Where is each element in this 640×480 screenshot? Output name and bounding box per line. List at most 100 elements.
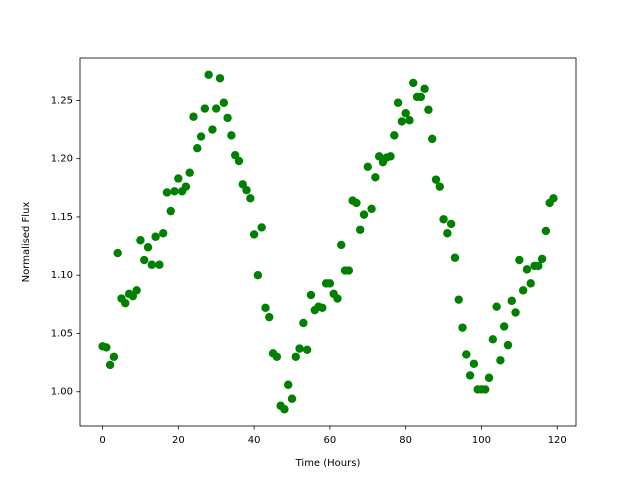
point <box>481 385 490 394</box>
point <box>401 109 410 118</box>
point <box>284 380 293 389</box>
point <box>439 215 448 224</box>
x-tick-label: 20 <box>172 435 185 446</box>
point <box>257 223 266 232</box>
point <box>162 188 172 197</box>
point <box>219 98 228 107</box>
point <box>446 219 456 229</box>
point <box>227 131 236 140</box>
point <box>196 132 206 141</box>
point <box>280 405 289 414</box>
point <box>215 74 225 83</box>
point <box>507 296 516 306</box>
point <box>484 373 494 382</box>
point <box>333 294 342 303</box>
point <box>462 350 471 359</box>
point <box>132 286 141 295</box>
point <box>204 70 213 79</box>
point <box>371 173 380 182</box>
point <box>541 226 551 236</box>
point <box>249 230 259 239</box>
point <box>306 290 316 300</box>
point <box>549 194 558 203</box>
x-tick-label: 120 <box>548 435 567 446</box>
point <box>488 335 498 344</box>
point <box>299 318 308 328</box>
y-tick-label: 1.20 <box>51 154 73 165</box>
point <box>435 182 444 191</box>
point <box>397 117 407 126</box>
point <box>102 343 111 352</box>
x-axis-label: Time (Hours) <box>295 458 361 469</box>
point <box>526 279 535 288</box>
x-tick-label: 60 <box>324 435 337 446</box>
point <box>337 240 346 250</box>
point <box>537 254 547 264</box>
y-tick-label: 1.25 <box>51 95 73 106</box>
point <box>246 194 255 203</box>
point <box>287 394 297 403</box>
point <box>147 260 157 269</box>
point <box>113 248 122 258</box>
point <box>208 125 217 134</box>
point <box>166 206 175 216</box>
point <box>496 356 505 365</box>
x-tick-label: 0 <box>99 435 105 446</box>
point <box>121 298 130 308</box>
point <box>253 271 263 280</box>
point <box>272 352 282 361</box>
point <box>450 253 460 262</box>
point <box>325 279 335 288</box>
point <box>109 352 119 361</box>
point <box>185 168 194 177</box>
point <box>420 84 429 93</box>
plot-frame <box>79 57 577 427</box>
point <box>155 260 164 269</box>
point <box>405 116 414 125</box>
point <box>363 162 372 172</box>
x-tick-label: 40 <box>248 435 261 446</box>
point <box>390 131 399 140</box>
y-axis-label: Normalised Flux <box>21 202 32 283</box>
point <box>318 303 327 313</box>
point <box>302 345 312 354</box>
point <box>416 92 426 102</box>
point <box>465 371 475 380</box>
x-tick-label: 80 <box>399 435 412 446</box>
point <box>359 210 369 219</box>
point <box>424 105 433 114</box>
point <box>393 98 403 107</box>
point <box>140 255 149 265</box>
point <box>223 113 232 123</box>
point <box>518 286 528 295</box>
point <box>181 182 191 191</box>
point <box>367 204 376 213</box>
point <box>458 323 467 332</box>
point <box>515 255 524 265</box>
point <box>200 104 210 113</box>
point <box>534 261 543 271</box>
point <box>193 143 202 153</box>
point <box>170 187 179 196</box>
point <box>212 104 221 113</box>
point <box>503 340 513 350</box>
point <box>265 312 274 322</box>
point <box>431 175 441 184</box>
point <box>522 265 532 274</box>
point <box>499 322 509 331</box>
y-tick-label: 1.00 <box>51 387 73 398</box>
point <box>105 360 115 370</box>
point <box>234 156 244 166</box>
point <box>352 198 361 208</box>
point <box>291 352 300 361</box>
y-tick-label: 1.05 <box>51 328 73 339</box>
point <box>242 185 251 195</box>
point <box>295 344 304 353</box>
point <box>143 243 153 252</box>
point <box>409 78 418 88</box>
point <box>136 236 145 245</box>
point <box>469 359 479 368</box>
point <box>356 225 365 234</box>
point <box>511 308 520 317</box>
